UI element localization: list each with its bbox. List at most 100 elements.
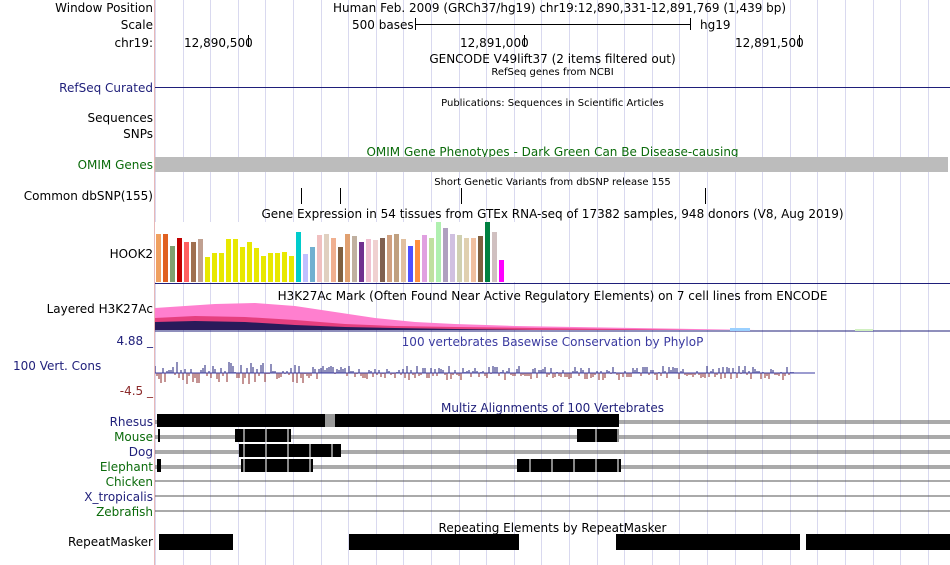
gtex-tissue-bar[interactable] — [282, 252, 287, 282]
gtex-tissue-bar[interactable] — [261, 256, 266, 282]
multiz-species-label[interactable]: Dog — [128, 445, 153, 459]
gtex-tissue-bar[interactable] — [303, 254, 308, 282]
repeat-element[interactable] — [806, 534, 950, 550]
refseq-track-label[interactable]: RefSeq Curated — [59, 81, 153, 95]
gtex-tissue-bar[interactable] — [443, 228, 448, 282]
gtex-tissue-bar[interactable] — [394, 234, 399, 282]
gtex-tissue-bar[interactable] — [331, 238, 336, 282]
h3k27ac-track-label[interactable]: Layered H3K27Ac — [46, 302, 153, 316]
phylop-track-title[interactable]: 100 vertebrates Basewise Conservation by… — [401, 335, 704, 349]
gtex-tissue-bar[interactable] — [317, 235, 322, 282]
gtex-tissue-bar[interactable] — [324, 234, 329, 282]
gtex-tissue-bar[interactable] — [275, 253, 280, 282]
multiz-alignment-block — [373, 414, 375, 427]
snp-variant[interactable] — [340, 188, 341, 204]
gtex-tissue-bar[interactable] — [471, 238, 476, 282]
repeat-element[interactable] — [616, 534, 800, 550]
gtex-tissue-bar[interactable] — [184, 242, 189, 282]
gtex-tissue-bar[interactable] — [359, 242, 364, 282]
omim-track-title[interactable]: OMIM Gene Phenotypes - Dark Green Can Be… — [366, 145, 739, 159]
gtex-tissue-bar[interactable] — [310, 247, 315, 282]
gtex-tissue-bar[interactable] — [240, 247, 245, 282]
gtex-track-title[interactable]: Gene Expression in 54 tissues from GTEx … — [261, 207, 844, 221]
gtex-tissue-bar[interactable] — [485, 222, 490, 282]
gtex-tissue-bar[interactable] — [464, 238, 469, 282]
gtex-tissue-bar[interactable] — [401, 239, 406, 282]
sequences-label[interactable]: Sequences — [87, 111, 153, 125]
gtex-tissue-bar[interactable] — [415, 240, 420, 282]
gtex-tissue-bar[interactable] — [191, 242, 196, 282]
gtex-tissue-bar[interactable] — [352, 236, 357, 282]
gtex-tissue-bar[interactable] — [247, 242, 252, 282]
gtex-tissue-bar[interactable] — [170, 246, 175, 282]
omim-track-label[interactable]: OMIM Genes — [77, 158, 153, 172]
repeat-element[interactable] — [159, 534, 233, 550]
gtex-gene-line[interactable] — [155, 283, 950, 284]
multiz-track-title[interactable]: Multiz Alignments of 100 Vertebrates — [440, 401, 665, 415]
gtex-track-label[interactable]: HOOK2 — [109, 247, 153, 261]
snp-variant[interactable] — [705, 188, 706, 204]
gtex-tissue-bar[interactable] — [499, 260, 504, 282]
publications-track-title[interactable]: Publications: Sequences in Scientific Ar… — [441, 98, 664, 109]
grid-line — [624, 0, 625, 565]
multiz-species-label[interactable]: Chicken — [105, 475, 153, 489]
multiz-alignment-block — [585, 414, 587, 427]
gtex-tissue-bar[interactable] — [198, 239, 203, 282]
gtex-tissue-bar[interactable] — [450, 234, 455, 282]
multiz-alignment-block — [435, 414, 437, 427]
gtex-tissue-bar[interactable] — [212, 253, 217, 282]
gtex-tissue-bar[interactable] — [268, 253, 273, 282]
gtex-tissue-bar[interactable] — [380, 238, 385, 282]
dbsnp-track-title[interactable]: Short Genetic Variants from dbSNP releas… — [434, 177, 671, 188]
gtex-tissue-bar[interactable] — [408, 246, 413, 282]
gtex-tissue-bar[interactable] — [163, 234, 168, 282]
gtex-tissue-bar[interactable] — [156, 234, 161, 282]
gtex-tissue-bar[interactable] — [233, 239, 238, 282]
gtex-expression-chart[interactable] — [155, 222, 535, 284]
phylop-conservation-plot[interactable] — [155, 355, 820, 391]
h3k27ac-track-title[interactable]: H3K27Ac Mark (Often Found Near Active Re… — [277, 289, 828, 303]
gtex-tissue-bar[interactable] — [422, 235, 427, 282]
refseq-track-title[interactable]: RefSeq genes from NCBI — [491, 67, 614, 78]
snp-variant[interactable] — [301, 188, 302, 204]
multiz-species-label[interactable]: X_tropicalis — [84, 490, 153, 504]
multiz-alignment-block — [439, 414, 441, 427]
gtex-tissue-bar[interactable] — [387, 235, 392, 282]
gtex-tissue-bar[interactable] — [254, 248, 259, 282]
multiz-species-label[interactable]: Elephant — [99, 460, 153, 474]
snp-variant[interactable] — [461, 188, 462, 204]
gtex-tissue-bar[interactable] — [219, 253, 224, 282]
gtex-tissue-bar[interactable] — [345, 234, 350, 282]
gtex-tissue-bar[interactable] — [296, 232, 301, 282]
multiz-alignments[interactable] — [155, 413, 950, 523]
repeat-element[interactable] — [349, 534, 519, 550]
dbsnp-track-label[interactable]: Common dbSNP(155) — [23, 189, 153, 203]
gtex-tissue-bar[interactable] — [366, 239, 371, 282]
snps-label[interactable]: SNPs — [123, 127, 153, 141]
phylop-track-label[interactable]: 100 Vert. Cons — [13, 359, 102, 373]
multiz-alignment-block — [611, 429, 613, 442]
repeatmasker-track-label[interactable]: RepeatMasker — [67, 535, 153, 549]
refseq-gene-line[interactable] — [155, 87, 950, 88]
gtex-tissue-bar[interactable] — [436, 222, 441, 282]
gtex-tissue-bar[interactable] — [457, 235, 462, 282]
multiz-alignment-block — [167, 414, 169, 427]
gtex-tissue-bar[interactable] — [478, 236, 483, 282]
multiz-alignment-block — [379, 414, 381, 427]
omim-gene-bar[interactable] — [155, 157, 948, 172]
h3k27ac-signal[interactable] — [155, 300, 950, 332]
multiz-species-label[interactable]: Mouse — [114, 430, 153, 444]
gtex-tissue-bar[interactable] — [205, 257, 210, 282]
gtex-tissue-bar[interactable] — [429, 238, 434, 282]
gtex-tissue-bar[interactable] — [177, 238, 182, 282]
gtex-tissue-bar[interactable] — [373, 240, 378, 282]
multiz-species-label[interactable]: Rhesus — [109, 415, 153, 429]
gtex-tissue-bar[interactable] — [338, 247, 343, 282]
repeatmasker-track-title[interactable]: Repeating Elements by RepeatMasker — [438, 521, 667, 535]
multiz-species-label[interactable]: Zebrafish — [96, 505, 153, 519]
gtex-tissue-bar[interactable] — [226, 239, 231, 282]
multiz-alignment-block — [263, 459, 265, 472]
gencode-track-title[interactable]: GENCODE V49lift37 (2 items filtered out) — [429, 52, 676, 66]
gtex-tissue-bar[interactable] — [289, 256, 294, 282]
gtex-tissue-bar[interactable] — [492, 232, 497, 282]
